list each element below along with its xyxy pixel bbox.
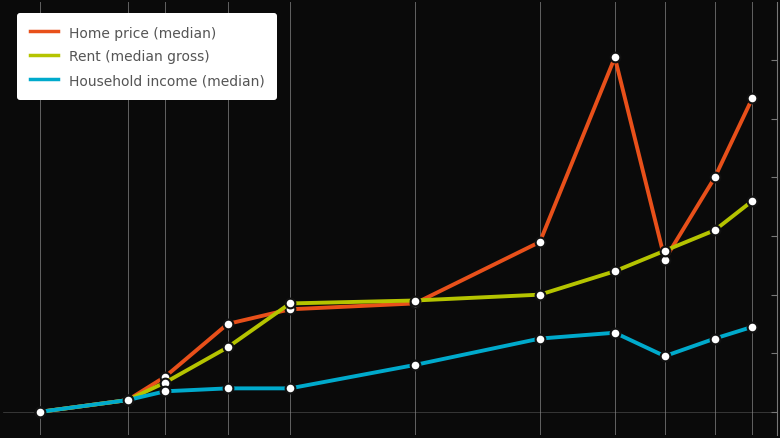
Legend: Home price (median), Rent (median gross), Household income (median): Home price (median), Rent (median gross)…: [17, 14, 277, 100]
